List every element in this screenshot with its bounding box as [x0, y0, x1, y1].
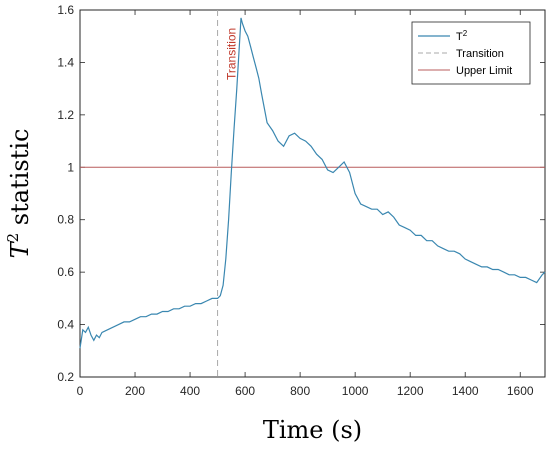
x-tick-label: 1400 [452, 384, 479, 398]
y-axis-title-rest: statistic [6, 129, 34, 233]
legend-upper-limit-label: Upper Limit [456, 65, 512, 77]
legend-t2-label: T2 [456, 29, 468, 43]
legend: T2 Transition Upper Limit [411, 21, 531, 85]
y-tick-label: 1.4 [57, 55, 74, 69]
transition-annotation: Transition [225, 28, 239, 80]
y-tick-label: 0.4 [57, 318, 74, 332]
y-tick-label: 0.2 [57, 370, 74, 384]
y-tick-label: 1.6 [57, 3, 74, 17]
legend-t2-base: T [456, 31, 463, 43]
x-axis-ticks: 0 200 400 600 800 1000 1200 1400 1600 [77, 10, 534, 398]
legend-transition-label: Transition [456, 48, 504, 60]
legend-t2-sup: 2 [463, 29, 468, 38]
x-tick-label: 1200 [397, 384, 424, 398]
y-tick-label: 0.8 [57, 213, 74, 227]
legend-box [411, 21, 531, 85]
x-tick-label: 600 [235, 384, 255, 398]
y-axis-title-sup: 2 [4, 233, 22, 243]
y-axis-ticks: 0.2 0.4 0.6 0.8 1 1.2 1.4 1.6 [57, 3, 545, 384]
y-axis-title-base: T [6, 240, 34, 258]
t2-series-line [79, 17, 546, 349]
y-tick-label: 0.6 [57, 265, 74, 279]
x-tick-label: 800 [290, 384, 310, 398]
y-axis-title: T2 statistic [4, 129, 34, 259]
y-tick-label: 1.2 [57, 108, 74, 122]
x-tick-label: 1000 [342, 384, 369, 398]
x-tick-label: 0 [77, 384, 84, 398]
x-tick-label: 400 [180, 384, 200, 398]
x-tick-label: 200 [125, 384, 145, 398]
x-axis-title: Time (s) [263, 416, 362, 444]
x-tick-label: 1600 [507, 384, 534, 398]
y-tick-label: 1 [67, 160, 74, 174]
